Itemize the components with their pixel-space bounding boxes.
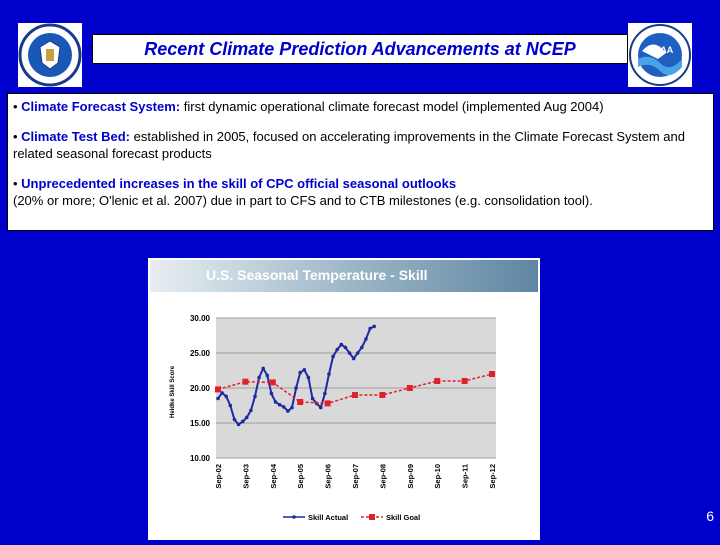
- data-point: [236, 422, 241, 427]
- data-point: [249, 408, 253, 413]
- x-tick-label: Sep-11: [461, 464, 470, 488]
- data-point: [323, 391, 327, 396]
- noaa-logo: NOAA: [628, 23, 692, 87]
- data-point: [406, 385, 413, 391]
- y-axis-label: Heidke Skill Score: [170, 365, 176, 418]
- data-point: [216, 396, 220, 401]
- data-point: [360, 345, 364, 350]
- y-tick-label: 20.00: [190, 384, 211, 393]
- data-point: [261, 366, 266, 371]
- data-point: [335, 347, 339, 352]
- data-point: [343, 345, 348, 350]
- data-point: [297, 399, 304, 405]
- page-number: 6: [706, 508, 714, 524]
- x-tick-label: Sep-06: [324, 464, 333, 489]
- data-point: [265, 373, 270, 378]
- bullet-label: Unprecedented increases in the skill of …: [21, 176, 457, 191]
- bullet-text: established in 2005, focused on accelera…: [13, 129, 685, 161]
- chart-banner: [150, 260, 538, 292]
- x-tick-label: Sep-05: [296, 464, 305, 489]
- data-point: [298, 370, 302, 375]
- x-tick-label: Sep-09: [406, 464, 415, 489]
- data-point: [242, 378, 249, 385]
- x-tick-label: Sep-07: [351, 464, 360, 489]
- data-point: [364, 337, 368, 341]
- data-point: [461, 378, 468, 384]
- y-tick-label: 25.00: [190, 349, 211, 358]
- x-tick-label: Sep-02: [214, 464, 223, 489]
- data-point: [331, 354, 335, 359]
- y-tick-label: 10.00: [190, 454, 211, 463]
- doc-seal-logo: [18, 23, 82, 87]
- skill-chart-svg: U.S. Seasonal Temperature - Skill 10.00 1…: [150, 260, 538, 522]
- doc-seal-icon: [18, 23, 82, 87]
- page-title: Recent Climate Prediction Advancements a…: [92, 34, 628, 64]
- data-point: [215, 386, 221, 393]
- data-point: [351, 356, 356, 361]
- data-point: [281, 405, 286, 409]
- data-point: [220, 391, 224, 395]
- bullet-text: (20% or more; O'lenic et al. 2007) due i…: [13, 193, 593, 208]
- data-point: [434, 378, 441, 384]
- x-tick-label: Sep-08: [378, 464, 387, 489]
- noaa-logo-icon: NOAA: [629, 24, 691, 86]
- data-point: [277, 403, 282, 407]
- data-point: [294, 386, 298, 390]
- data-point: [352, 392, 358, 398]
- data-point: [286, 409, 290, 413]
- bullet-text: first dynamic operational climate foreca…: [180, 99, 604, 114]
- chart-title: U.S. Seasonal Temperature - Skill: [206, 267, 427, 283]
- data-point: [257, 375, 261, 380]
- bullet-cfs: • Climate Forecast System: first dynamic…: [13, 99, 604, 114]
- data-point: [240, 419, 245, 424]
- data-point: [306, 375, 311, 380]
- bullet-label: Climate Forecast System:: [21, 99, 181, 114]
- data-point: [489, 371, 495, 377]
- data-point: [253, 394, 257, 399]
- data-point: [228, 403, 233, 408]
- data-point: [368, 326, 372, 331]
- skill-chart: U.S. Seasonal Temperature - Skill 10.00 1…: [148, 258, 540, 540]
- data-point: [224, 394, 229, 399]
- data-point: [324, 400, 331, 407]
- data-point: [327, 372, 331, 376]
- data-point: [339, 342, 344, 347]
- bullet-box: • Climate Forecast System: first dynamic…: [7, 93, 714, 231]
- data-point: [347, 351, 352, 355]
- data-point: [273, 400, 278, 404]
- data-point: [379, 392, 386, 398]
- bullet-label: Climate Test Bed:: [21, 129, 131, 144]
- data-point: [302, 368, 307, 372]
- data-point: [269, 391, 274, 396]
- data-point: [355, 351, 360, 355]
- y-tick-label: 15.00: [190, 419, 211, 428]
- data-point: [290, 405, 294, 410]
- data-point: [372, 324, 376, 329]
- legend-marker: [369, 514, 375, 520]
- legend-label: Skill Goal: [386, 513, 420, 522]
- legend-label: Skill Actual: [308, 513, 348, 522]
- x-tick-label: Sep-12: [488, 464, 497, 489]
- legend-marker: [292, 515, 296, 519]
- bullet-skill: • Unprecedented increases in the skill o…: [13, 176, 593, 208]
- svg-text:NOAA: NOAA: [647, 45, 674, 55]
- x-tick-label: Sep-03: [241, 464, 250, 489]
- y-tick-label: 30.00: [190, 314, 211, 323]
- data-point: [310, 396, 315, 401]
- x-tick-label: Sep-10: [433, 464, 442, 489]
- bullet-ctb: • Climate Test Bed: established in 2005,…: [13, 129, 685, 161]
- data-point: [244, 415, 249, 420]
- data-point: [232, 417, 237, 422]
- x-tick-label: Sep-04: [269, 463, 278, 488]
- data-point: [269, 379, 276, 386]
- data-point: [318, 405, 323, 410]
